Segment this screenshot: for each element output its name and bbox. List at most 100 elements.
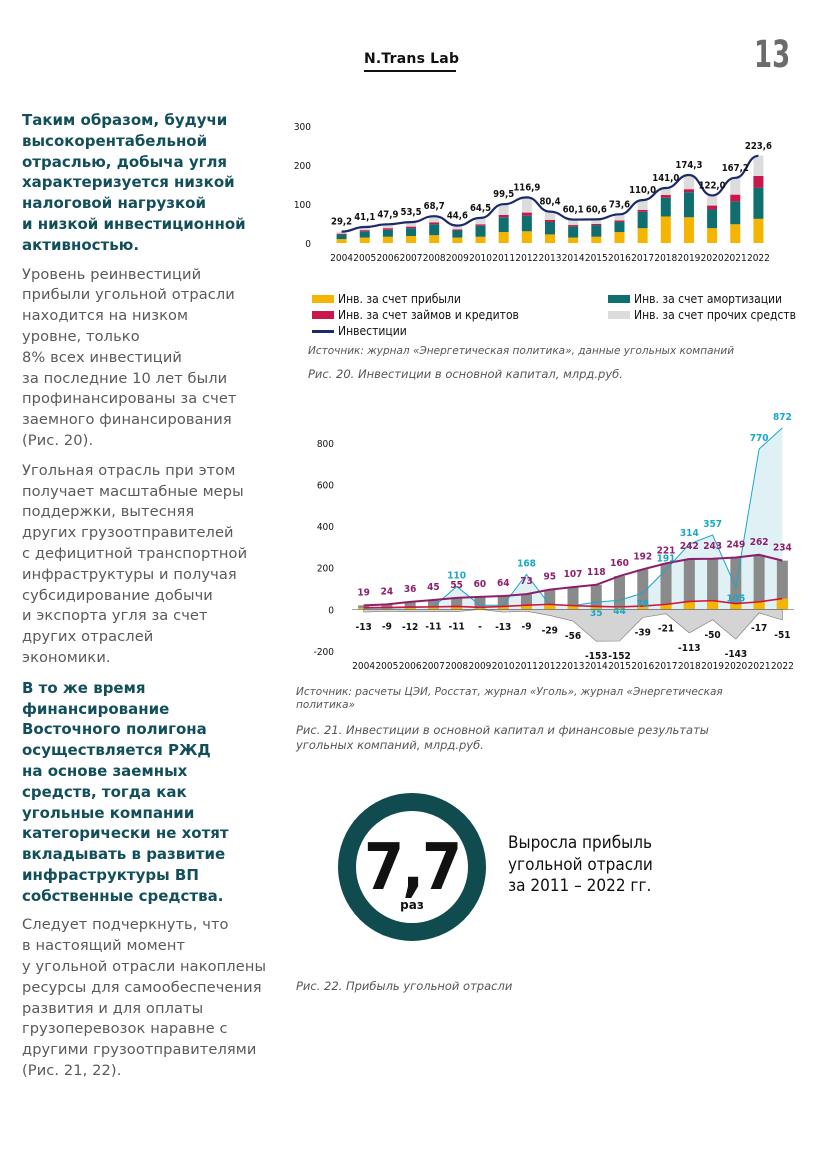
stacked-bar-segment <box>683 192 694 218</box>
profit-growth-ring: 7,7 раз <box>338 793 486 941</box>
bar-base-segment <box>451 606 463 610</box>
data-label: 80,4 <box>539 197 560 208</box>
data-label: -13 <box>355 622 371 633</box>
data-label: -56 <box>565 631 581 642</box>
data-label: 262 <box>750 537 769 548</box>
red-line <box>363 597 783 609</box>
y-tick-label: 400 <box>317 522 334 533</box>
x-tick-label: 2008 <box>445 661 468 672</box>
data-label: -29 <box>542 625 558 636</box>
data-label: 44 <box>613 606 626 617</box>
data-label: -143 <box>725 649 748 660</box>
x-tick-label: 2013 <box>562 661 585 672</box>
text-line: за последние 10 лет были <box>22 369 228 387</box>
stacked-bar-segment <box>429 235 440 243</box>
text-line: ресурсы для самообеспечения <box>22 978 262 996</box>
text-line: инфраструктуры и получая <box>22 565 237 583</box>
text-line: налоговой нагрузкой <box>22 194 206 213</box>
source-text: политика» <box>296 699 356 711</box>
data-label: 95 <box>543 572 556 583</box>
data-label: -21 <box>658 624 674 635</box>
legend-line-swatch <box>312 329 334 333</box>
stacked-bar-segment <box>568 237 579 243</box>
caption-text: Рис. 22. Прибыль угольной отрасли <box>296 979 513 993</box>
text-line: в настоящий момент <box>22 937 186 955</box>
stacked-bar-segment <box>521 215 532 232</box>
x-tick-label: 2019 <box>701 661 724 672</box>
stacked-bar-segment <box>568 226 579 238</box>
stacked-bar-segment <box>707 205 718 210</box>
text-line: финансирование <box>22 699 170 718</box>
y-tick-label: 600 <box>317 480 334 491</box>
text-line: развития и для оплаты <box>22 999 204 1017</box>
data-label: 36 <box>404 584 417 595</box>
legend-label: Инвестиции <box>338 324 407 338</box>
data-label: 174,3 <box>675 160 702 171</box>
investment-bar <box>544 589 556 610</box>
text-line: субсидирование добычи <box>22 586 213 604</box>
text-line: Угольная отрасль при этом <box>22 461 236 479</box>
investment-bar <box>404 601 416 610</box>
data-label: -17 <box>751 623 767 634</box>
data-label: -11 <box>449 622 465 633</box>
x-tick-label: 2011 <box>492 253 515 264</box>
data-label: 118 <box>587 567 606 578</box>
stacked-bar-segment <box>359 231 370 238</box>
x-tick-label: 2018 <box>654 253 677 264</box>
chart20-legend: Инв. за счет прибыли Инв. за счет аморти… <box>312 292 802 342</box>
text-line: угольные компании <box>22 803 195 822</box>
stacked-bar-segment <box>475 225 486 237</box>
y-tick-label: 800 <box>317 439 334 450</box>
data-label: 168 <box>517 558 536 569</box>
text-line: других отраслей <box>22 628 154 646</box>
logo-text: N.Trans Lab <box>364 51 460 67</box>
financial-results-chart: -200 0 200 400 600 800 19 24 36 45 55 60 64 73 95 107 11… <box>314 412 794 672</box>
text-line: Таким образом, будучи <box>22 111 228 129</box>
text-line: на основе заемных <box>22 761 188 780</box>
text-line: других грузоотправителей <box>22 524 234 542</box>
data-label: -113 <box>678 643 701 654</box>
data-label: 167,2 <box>722 163 749 174</box>
stacked-bar-segment <box>498 217 509 233</box>
stacked-bar-segment <box>475 236 486 243</box>
data-label: 53,5 <box>401 207 422 218</box>
x-tick-label: 2020 <box>724 661 747 672</box>
text-line: с дефицитной транспортной <box>22 544 248 562</box>
stacked-bar-segment <box>359 237 370 243</box>
data-label: 116,9 <box>513 182 540 193</box>
stacked-bar-segment <box>683 217 694 243</box>
data-label: -13 <box>495 622 511 633</box>
stacked-bar-segment <box>545 219 555 222</box>
data-label: 770 <box>750 433 769 444</box>
x-tick-label: 2018 <box>678 661 701 672</box>
text-line: уровне, только <box>22 327 140 345</box>
investment-line <box>341 154 759 233</box>
data-label: 314 <box>680 528 699 539</box>
investment-bar <box>451 597 463 610</box>
stacked-bar-segment <box>660 195 671 198</box>
legend-swatch <box>608 311 630 319</box>
bar-base-segment <box>590 606 602 610</box>
stacked-bar-segment <box>545 234 555 243</box>
y-tick-label: 200 <box>317 564 334 575</box>
stacked-bar-segment <box>660 216 671 243</box>
bar-base-segment <box>567 605 579 610</box>
x-tick-label: 2006 <box>376 253 399 264</box>
x-tick-label: 2022 <box>771 661 794 672</box>
stacked-bar-segment <box>406 222 417 227</box>
data-label: -152 <box>608 651 631 662</box>
bar-base-segment <box>404 607 416 610</box>
text-line: 8% всех инвестиций <box>22 348 182 366</box>
data-label: 24 <box>381 586 394 597</box>
caption-text: Рис. 21. Инвестиции в основной капитал и… <box>296 723 709 737</box>
stacked-bar-segment <box>637 211 648 229</box>
legend-swatch <box>312 295 334 303</box>
text-line: Восточного полигона <box>22 720 207 739</box>
stacked-bar-segment <box>382 229 393 237</box>
x-tick-label: 2007 <box>400 253 423 264</box>
data-label: 122,0 <box>699 180 726 191</box>
stacked-bar-segment <box>406 226 417 229</box>
x-tick-label: 2004 <box>330 253 353 264</box>
chart20-caption: Рис. 20. Инвестиции в основной капитал, … <box>308 367 623 382</box>
